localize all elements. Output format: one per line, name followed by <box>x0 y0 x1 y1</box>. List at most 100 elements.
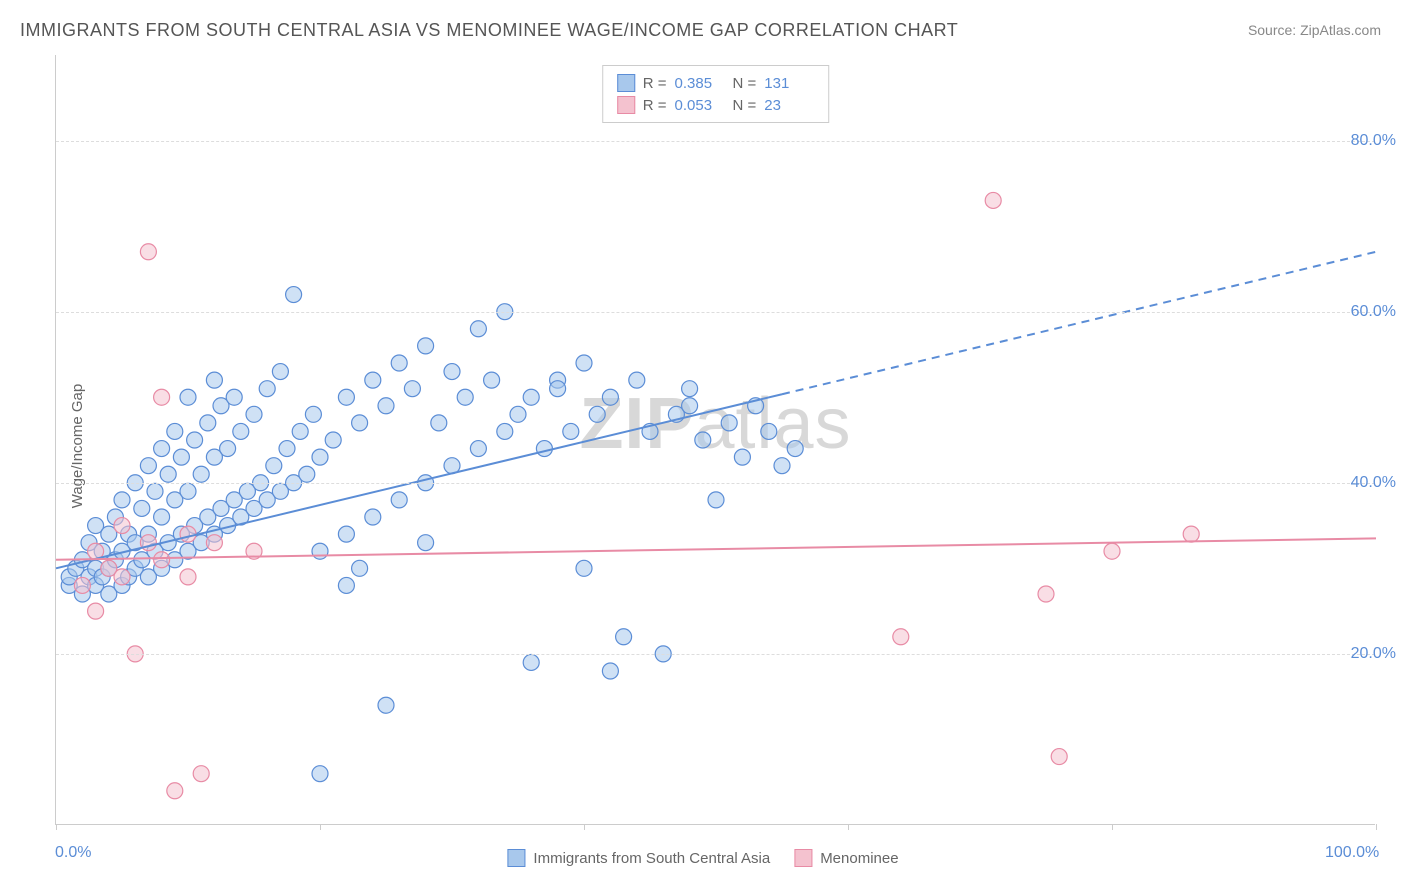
scatter-point <box>431 415 447 431</box>
scatter-point <box>180 483 196 499</box>
scatter-point <box>193 466 209 482</box>
scatter-point <box>550 381 566 397</box>
scatter-point <box>312 543 328 559</box>
scatter-point <box>352 560 368 576</box>
scatter-point <box>299 466 315 482</box>
scatter-point <box>259 381 275 397</box>
scatter-point <box>187 432 203 448</box>
legend-swatch-pink <box>794 849 812 867</box>
chart-source: Source: ZipAtlas.com <box>1248 22 1381 38</box>
scatter-point <box>220 441 236 457</box>
chart-container: IMMIGRANTS FROM SOUTH CENTRAL ASIA VS ME… <box>0 0 1406 892</box>
scatter-point <box>180 526 196 542</box>
scatter-point <box>985 192 1001 208</box>
legend-series-label: Menominee <box>820 850 898 867</box>
scatter-point <box>418 338 434 354</box>
scatter-point <box>695 432 711 448</box>
scatter-point <box>497 423 513 439</box>
scatter-point <box>602 663 618 679</box>
gridline <box>56 483 1375 484</box>
scatter-point <box>160 466 176 482</box>
scatter-point <box>134 500 150 516</box>
scatter-point <box>338 526 354 542</box>
legend-stats: R = 0.385 N = 131 R = 0.053 N = 23 <box>602 65 830 123</box>
scatter-point <box>180 569 196 585</box>
scatter-point <box>589 406 605 422</box>
scatter-point <box>305 406 321 422</box>
y-tick-label: 60.0% <box>1351 303 1396 321</box>
scatter-point <box>563 423 579 439</box>
scatter-point <box>206 372 222 388</box>
scatter-point <box>286 287 302 303</box>
x-tick-label: 100.0% <box>1325 844 1379 862</box>
scatter-point <box>602 389 618 405</box>
scatter-point <box>404 381 420 397</box>
scatter-point <box>510 406 526 422</box>
scatter-point <box>391 492 407 508</box>
scatter-point <box>457 389 473 405</box>
legend-n-label: N = <box>733 75 757 92</box>
x-tick <box>1376 824 1377 830</box>
scatter-point <box>523 389 539 405</box>
scatter-point <box>418 535 434 551</box>
scatter-point <box>279 441 295 457</box>
legend-r-value: 0.385 <box>675 75 725 92</box>
scatter-point <box>154 389 170 405</box>
scatter-point <box>193 766 209 782</box>
scatter-point <box>206 535 222 551</box>
scatter-point <box>88 603 104 619</box>
scatter-point <box>761 423 777 439</box>
scatter-point <box>523 654 539 670</box>
scatter-point <box>576 355 592 371</box>
legend-swatch-blue <box>617 74 635 92</box>
scatter-point <box>74 577 90 593</box>
scatter-point <box>378 697 394 713</box>
scatter-point <box>173 449 189 465</box>
scatter-point <box>470 441 486 457</box>
legend-r-label: R = <box>643 75 667 92</box>
gridline <box>56 312 1375 313</box>
legend-n-label: N = <box>733 97 757 114</box>
scatter-point <box>721 415 737 431</box>
scatter-point <box>682 398 698 414</box>
scatter-point <box>734 449 750 465</box>
scatter-point <box>470 321 486 337</box>
legend-series-item: Immigrants from South Central Asia <box>507 849 770 867</box>
legend-series-label: Immigrants from South Central Asia <box>533 850 770 867</box>
scatter-point <box>167 423 183 439</box>
scatter-point <box>1183 526 1199 542</box>
legend-r-label: R = <box>643 97 667 114</box>
scatter-point <box>576 560 592 576</box>
legend-r-value: 0.053 <box>675 97 725 114</box>
legend-n-value: 23 <box>764 97 814 114</box>
scatter-point <box>154 441 170 457</box>
scatter-point <box>338 389 354 405</box>
chart-title: IMMIGRANTS FROM SOUTH CENTRAL ASIA VS ME… <box>20 20 958 41</box>
scatter-point <box>774 458 790 474</box>
legend-stats-row: R = 0.385 N = 131 <box>617 72 815 94</box>
scatter-point <box>787 441 803 457</box>
scatter-point <box>233 423 249 439</box>
plot-svg <box>56 55 1375 824</box>
scatter-point <box>226 389 242 405</box>
scatter-point <box>140 244 156 260</box>
scatter-point <box>536 441 552 457</box>
y-tick-label: 80.0% <box>1351 132 1396 150</box>
scatter-point <box>352 415 368 431</box>
legend-swatch-blue <box>507 849 525 867</box>
scatter-point <box>167 783 183 799</box>
x-tick <box>1112 824 1113 830</box>
x-tick-label: 0.0% <box>55 844 91 862</box>
x-tick <box>56 824 57 830</box>
legend-series-item: Menominee <box>794 849 898 867</box>
scatter-point <box>1051 749 1067 765</box>
scatter-point <box>365 372 381 388</box>
gridline <box>56 141 1375 142</box>
scatter-point <box>365 509 381 525</box>
scatter-point <box>292 423 308 439</box>
scatter-point <box>180 389 196 405</box>
scatter-point <box>154 552 170 568</box>
scatter-point <box>484 372 500 388</box>
legend-stats-row: R = 0.053 N = 23 <box>617 94 815 116</box>
scatter-point <box>147 483 163 499</box>
